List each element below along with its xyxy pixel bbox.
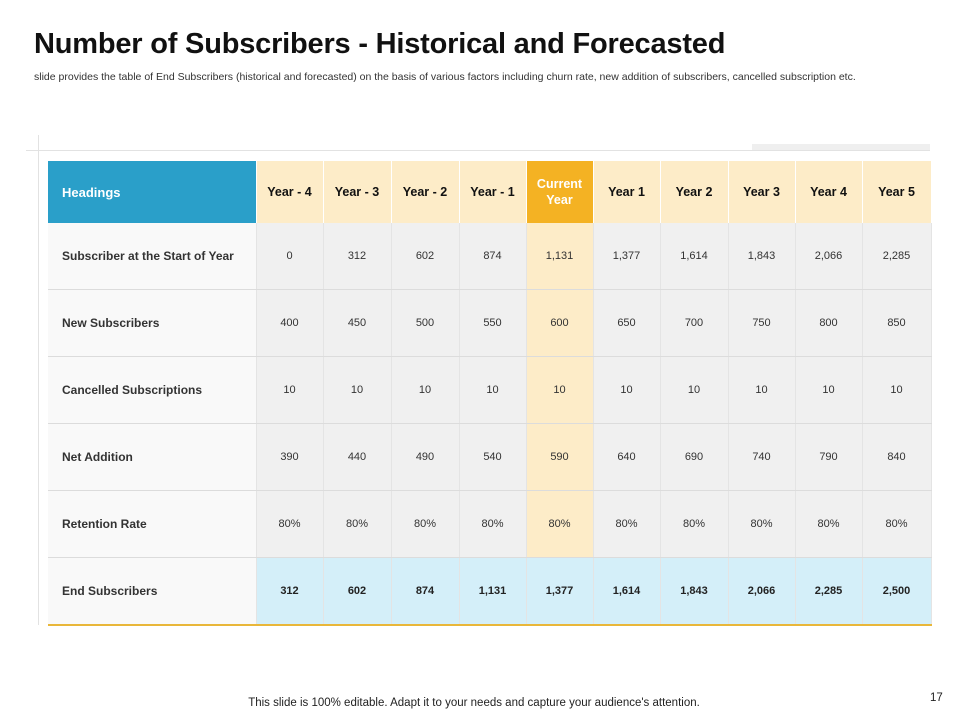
column-header: Year 4 xyxy=(795,161,863,223)
table-cell: 1,843 xyxy=(728,223,796,290)
table-cell: 790 xyxy=(795,423,863,491)
table-cell: 1,843 xyxy=(660,557,729,626)
table-cell: 550 xyxy=(459,289,527,357)
table-cell: 80% xyxy=(660,490,729,558)
table-cell: 80% xyxy=(459,490,527,558)
headings-cell: Headings xyxy=(48,161,257,223)
column-header: Year - 3 xyxy=(323,161,392,223)
column-header: Year - 2 xyxy=(391,161,460,223)
table-cell: 10 xyxy=(391,356,460,424)
table-cell: 750 xyxy=(728,289,796,357)
table-cell: 10 xyxy=(593,356,661,424)
column-header: Year - 4 xyxy=(256,161,324,223)
table-cell: 0 xyxy=(256,223,324,290)
table-cell: 10 xyxy=(323,356,392,424)
table-cell: 700 xyxy=(660,289,729,357)
table-cell: 450 xyxy=(323,289,392,357)
table-cell: 690 xyxy=(660,423,729,491)
table-cell: 312 xyxy=(323,223,392,290)
table-cell: 874 xyxy=(459,223,527,290)
table-cell: 1,614 xyxy=(660,223,729,290)
table-cell: 840 xyxy=(862,423,932,491)
table-cell: 10 xyxy=(256,356,324,424)
table-cell: 874 xyxy=(391,557,460,626)
table-cell: 600 xyxy=(526,289,594,357)
table-row: Retention Rate 80% 80% 80% 80% 80% 80% 8… xyxy=(48,490,932,558)
table-cell: 2,500 xyxy=(862,557,932,626)
table-cell: 400 xyxy=(256,289,324,357)
table-cell: 80% xyxy=(795,490,863,558)
table-cell: 500 xyxy=(391,289,460,357)
table-cell: 312 xyxy=(256,557,324,626)
column-header: Year 1 xyxy=(593,161,661,223)
table-cell: 80% xyxy=(862,490,932,558)
table-row-end-subscribers: End Subscribers 312 602 874 1,131 1,377 … xyxy=(48,557,932,626)
column-header: Year 3 xyxy=(728,161,796,223)
slide-title: Number of Subscribers - Historical and F… xyxy=(34,28,726,60)
table-cell: 10 xyxy=(728,356,796,424)
table-cell: 800 xyxy=(795,289,863,357)
table-cell: 1,377 xyxy=(526,557,594,626)
table-cell: 850 xyxy=(862,289,932,357)
decorative-horizontal-line xyxy=(26,150,930,151)
table-row: Net Addition 390 440 490 540 590 640 690… xyxy=(48,423,932,491)
table-cell: 590 xyxy=(526,423,594,491)
row-label: Net Addition xyxy=(48,423,257,491)
row-label: End Subscribers xyxy=(48,557,257,626)
table-cell: 2,066 xyxy=(795,223,863,290)
table-cell: 80% xyxy=(323,490,392,558)
table-cell: 490 xyxy=(391,423,460,491)
row-label: Cancelled Subscriptions xyxy=(48,356,257,424)
subscribers-table: Headings Year - 4 Year - 3 Year - 2 Year… xyxy=(48,161,932,626)
table-row: Subscriber at the Start of Year 0 312 60… xyxy=(48,223,932,290)
table-cell: 10 xyxy=(526,356,594,424)
column-header: Year 5 xyxy=(862,161,932,223)
row-label: Subscriber at the Start of Year xyxy=(48,223,257,290)
table-cell: 602 xyxy=(323,557,392,626)
table-cell: 2,285 xyxy=(795,557,863,626)
table-cell: 1,377 xyxy=(593,223,661,290)
table-cell: 1,614 xyxy=(593,557,661,626)
table-cell: 740 xyxy=(728,423,796,491)
table-cell: 10 xyxy=(862,356,932,424)
table-cell: 80% xyxy=(593,490,661,558)
footer-note: This slide is 100% editable. Adapt it to… xyxy=(248,697,700,709)
table-row: Cancelled Subscriptions 10 10 10 10 10 1… xyxy=(48,356,932,424)
table-cell: 602 xyxy=(391,223,460,290)
table-cell: 440 xyxy=(323,423,392,491)
table-cell: 80% xyxy=(526,490,594,558)
table-cell: 10 xyxy=(459,356,527,424)
column-header: Year 2 xyxy=(660,161,729,223)
table-cell: 10 xyxy=(660,356,729,424)
column-header: Year - 1 xyxy=(459,161,527,223)
table-cell: 1,131 xyxy=(526,223,594,290)
table-cell: 2,066 xyxy=(728,557,796,626)
decorative-corner-bar xyxy=(752,144,930,150)
table-cell: 640 xyxy=(593,423,661,491)
slide-subtitle: slide provides the table of End Subscrib… xyxy=(34,71,856,83)
decorative-vertical-line xyxy=(38,135,39,625)
row-label: Retention Rate xyxy=(48,490,257,558)
page-number: 17 xyxy=(930,692,943,704)
table-cell: 10 xyxy=(795,356,863,424)
table-cell: 2,285 xyxy=(862,223,932,290)
table-row: New Subscribers 400 450 500 550 600 650 … xyxy=(48,289,932,357)
table-cell: 80% xyxy=(256,490,324,558)
table-cell: 80% xyxy=(728,490,796,558)
table-cell: 1,131 xyxy=(459,557,527,626)
table-cell: 540 xyxy=(459,423,527,491)
table-header-row: Headings Year - 4 Year - 3 Year - 2 Year… xyxy=(48,161,932,223)
row-label: New Subscribers xyxy=(48,289,257,357)
table-cell: 650 xyxy=(593,289,661,357)
table-cell: 390 xyxy=(256,423,324,491)
column-header-current-year: Current Year xyxy=(526,161,594,223)
table-cell: 80% xyxy=(391,490,460,558)
